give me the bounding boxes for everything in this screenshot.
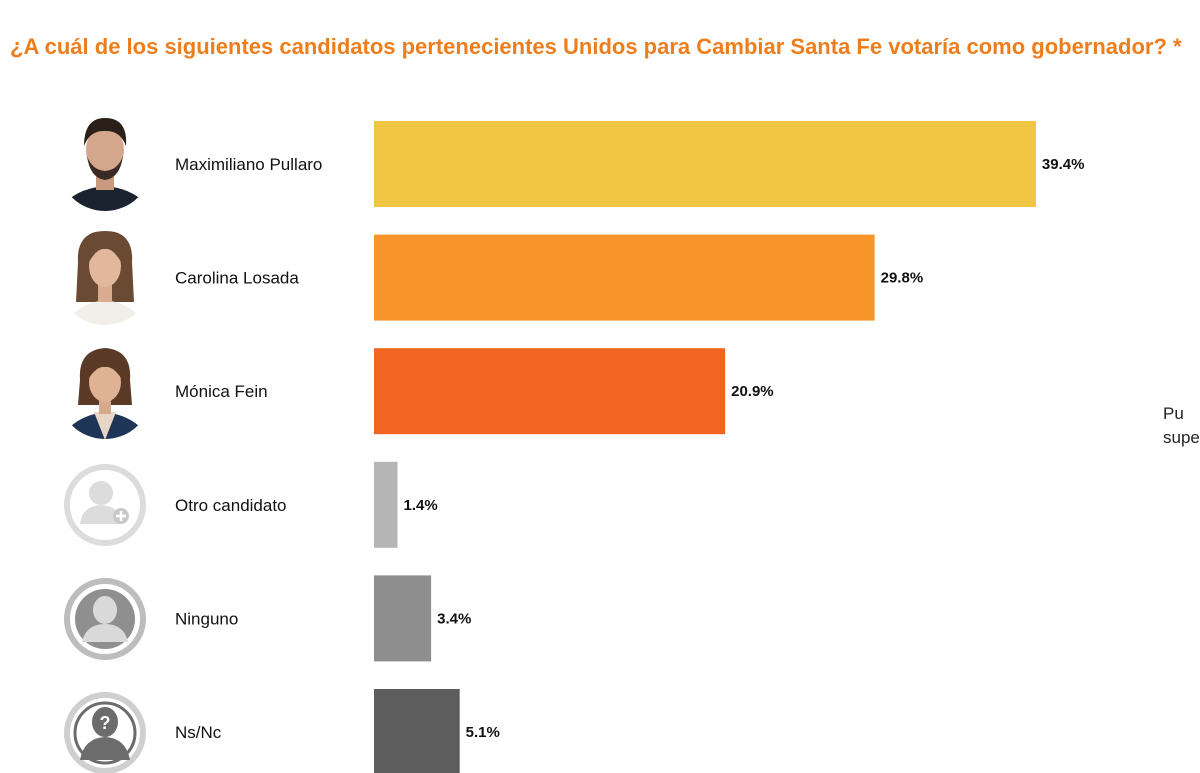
category-label-ninguno: Ninguno [175,609,238,628]
category-label-otro-candidato: Otro candidato [175,496,287,515]
bar-monica-fein [374,348,726,435]
value-label-maximiliano-pullaro: 39.4% [1042,156,1085,173]
category-label-maximiliano-pullaro: Maximiliano Pullaro [175,155,322,174]
value-label-otro-candidato: 1.4% [404,497,438,514]
side-note-line-1: Pu [1163,404,1184,423]
value-label-ninguno: 3.4% [437,610,471,627]
value-label-ns-nc: 5.1% [466,724,500,741]
bar-carolina-losada [374,234,875,321]
user-plus-icon [64,464,146,546]
svg-text:?: ? [100,713,111,733]
candidate-avatar-losada [58,231,152,325]
value-label-carolina-losada: 29.8% [881,270,924,287]
bar-otro-candidato [374,461,398,548]
chart-title: ¿A cuál de los siguientes candidatos per… [10,34,1182,59]
category-label-monica-fein: Mónica Fein [175,382,268,401]
candidate-avatar-pullaro [58,117,152,211]
candidate-avatar-fein [58,345,152,439]
bar-ns-nc [374,689,460,773]
user-icon [64,578,146,660]
user-question-icon: ? [64,692,146,773]
bar-maximiliano-pullaro [374,121,1036,207]
bar-ninguno [374,575,432,662]
value-label-monica-fein: 20.9% [731,383,774,400]
category-label-carolina-losada: Carolina Losada [175,269,299,288]
side-note: Pu supe [1163,402,1200,450]
category-label-ns-nc: Ns/Nc [175,723,222,742]
side-note-line-2: supe [1163,428,1200,447]
